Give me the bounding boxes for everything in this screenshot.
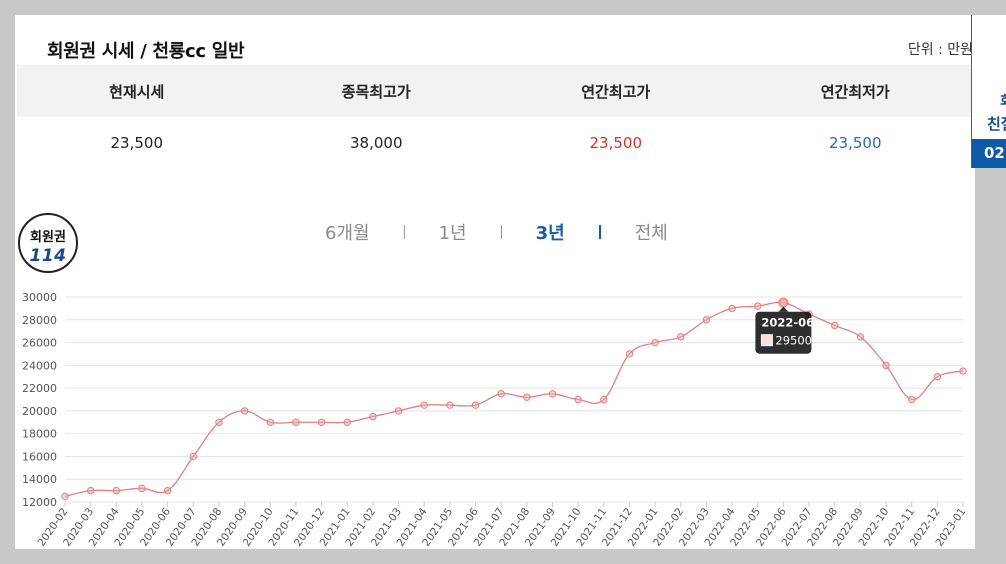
tab-6-months[interactable]: 6개월 [325, 223, 370, 244]
logo-text-bottom: 114 [29, 246, 67, 266]
header-annual-high: 연간최고가 [581, 82, 651, 101]
data-point [394, 407, 403, 415]
y-tick-label: 20000 [22, 405, 57, 418]
data-point [446, 401, 454, 409]
header-annual-low: 연간최저가 [820, 82, 890, 101]
data-point [215, 418, 223, 426]
data-point [292, 418, 300, 426]
data-point [754, 302, 762, 310]
tab-3-years[interactable]: 3년 [535, 223, 565, 244]
data-point [138, 484, 146, 493]
unit-label: 단위 : 만원 [907, 42, 973, 58]
tooltip-value: 29500 [775, 334, 812, 348]
data-point [497, 390, 505, 398]
y-tick-label: 14000 [22, 473, 57, 486]
tooltip-arrow [778, 306, 789, 312]
header-current-price: 현재시세 [109, 82, 165, 101]
header-all-time-high: 종목최고가 [341, 82, 411, 101]
data-point [856, 333, 865, 341]
data-point [240, 407, 249, 415]
y-tick-label: 16000 [22, 450, 57, 463]
data-point [907, 395, 916, 404]
data-point [882, 361, 890, 370]
data-point [61, 492, 69, 501]
data-point [163, 486, 172, 495]
data-point [548, 390, 557, 398]
y-tick-label: 26000 [22, 337, 57, 350]
page-title: 회원권 시세 / 천룡cc 일반 [47, 41, 245, 62]
data-point [574, 395, 582, 404]
data-point [317, 418, 326, 426]
data-point [600, 395, 608, 404]
data-point [728, 304, 736, 313]
y-tick-label: 18000 [22, 428, 57, 441]
highlighted-point [778, 297, 789, 308]
price-line-chart: 12000 14000 16000 18000 20000 22000 24000 26000… [22, 291, 968, 549]
value-annual-low: 23,500 [829, 134, 882, 152]
data-point [471, 401, 480, 409]
data-point [651, 338, 659, 347]
side-tab-text: 회 [1000, 91, 1006, 111]
tab-all[interactable]: 전체 [634, 223, 668, 244]
logo-text-top: 회원권 [30, 230, 66, 245]
data-point [112, 486, 121, 495]
value-all-time-high: 38,000 [350, 134, 403, 152]
data-point [831, 321, 839, 330]
side-tab-phone: 02 [972, 139, 1006, 168]
value-annual-high: 23,500 [589, 134, 643, 152]
membership114-logo: 회원권 114 [18, 213, 78, 273]
summary-header-row: 현재시세 종목최고가 연간최고가 연간최저가 [17, 65, 975, 117]
price-panel: 회원권 시세 / 천룡cc 일반 단위 : 만원 현재시세 종목최고가 연간최고… [15, 15, 975, 549]
data-point [86, 486, 95, 495]
value-current-price: 23,500 [110, 134, 164, 152]
tab-divider [403, 225, 405, 239]
data-point [625, 350, 634, 358]
tooltip-swatch [760, 334, 773, 347]
data-point [189, 452, 197, 461]
data-point [343, 418, 351, 426]
period-tabs: 6개월 1년 3년 전체 [325, 217, 668, 247]
y-tick-label: 22000 [22, 382, 57, 395]
data-point [933, 373, 942, 381]
summary-value-row: 23,500 38,000 23,500 23,500 [17, 117, 975, 169]
y-tick-label: 12000 [22, 496, 57, 509]
data-point [677, 333, 685, 341]
side-tab-text: 친절 [987, 115, 1006, 133]
data-point [420, 401, 428, 409]
tooltip-title: 2022-06 [761, 316, 814, 330]
tab-divider [598, 225, 601, 239]
data-point [959, 367, 967, 375]
data-point [266, 418, 274, 426]
y-tick-label: 30000 [22, 291, 57, 304]
y-tick-label: 24000 [22, 359, 57, 372]
tab-1-year[interactable]: 1년 [438, 223, 467, 244]
tab-divider [500, 225, 502, 239]
data-point [523, 393, 531, 401]
y-tick-label: 28000 [22, 314, 57, 327]
data-point [369, 412, 377, 421]
data-point [702, 316, 711, 324]
series-line [64, 301, 964, 497]
side-floating-tab[interactable]: 회 친절 02 [971, 15, 1006, 168]
